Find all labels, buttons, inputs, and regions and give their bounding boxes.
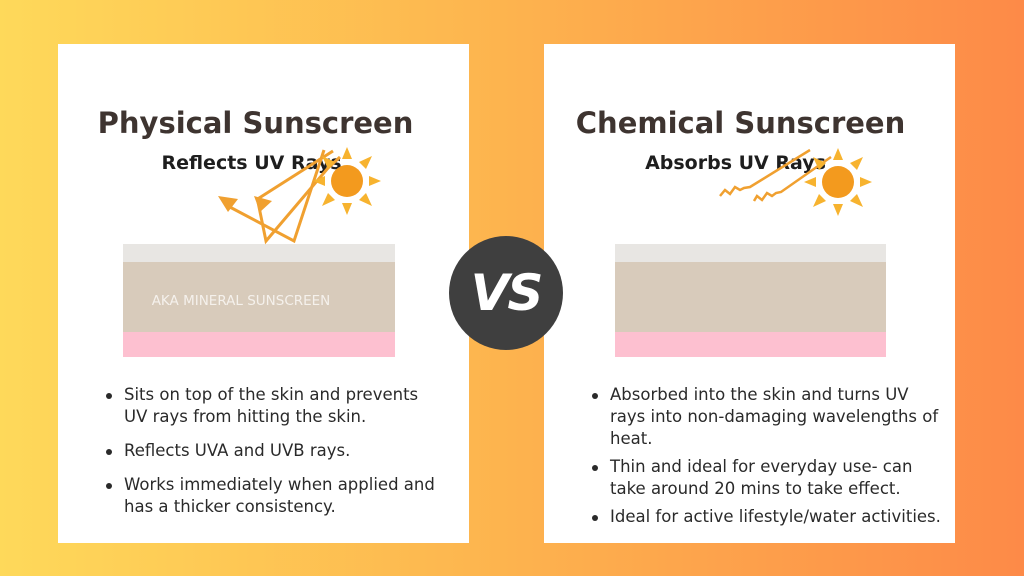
chemical-sunscreen-card: Chemical Sunscreen Absorbs UV Rays Absor…: [544, 44, 955, 543]
chemical-title: Chemical Sunscreen: [575, 106, 906, 140]
list-item: Works immediately when applied and has a…: [106, 474, 446, 518]
skin-top-layer: [123, 244, 395, 262]
physical-title: Physical Sunscreen: [97, 106, 414, 140]
skin-middle-layer: [123, 262, 395, 332]
sun-icon: [313, 147, 381, 215]
physical-sunscreen-card: Physical Sunscreen Reflects UV Rays AKA …: [58, 44, 469, 543]
skin-bottom-layer: [123, 332, 395, 357]
absorption-illustration: [615, 148, 886, 357]
list-item: Absorbed into the skin and turns UV rays…: [592, 384, 942, 450]
reflection-illustration: AKA MINERAL SUNSCREEN: [123, 147, 395, 357]
absorbed-rays-icon: [719, 148, 832, 202]
physical-bullet-list: Sits on top of the skin and prevents UV …: [106, 384, 446, 530]
chemical-bullet-list: Absorbed into the skin and turns UV rays…: [592, 384, 942, 534]
skin-bottom-layer: [615, 332, 886, 357]
skin-middle-layer: [615, 262, 886, 332]
list-item: Ideal for active lifestyle/water activit…: [592, 506, 942, 528]
list-item: Thin and ideal for everyday use- can tak…: [592, 456, 942, 500]
physical-subtitle: Reflects UV Rays: [161, 152, 342, 174]
vs-badge: VS: [449, 236, 563, 350]
list-item: Sits on top of the skin and prevents UV …: [106, 384, 446, 428]
mineral-label: AKA MINERAL SUNSCREEN: [152, 293, 331, 309]
reflected-rays-icon: [225, 149, 342, 245]
skin-top-layer: [615, 244, 886, 262]
sun-icon: [804, 148, 872, 216]
list-item: Reflects UVA and UVB rays.: [106, 440, 446, 462]
